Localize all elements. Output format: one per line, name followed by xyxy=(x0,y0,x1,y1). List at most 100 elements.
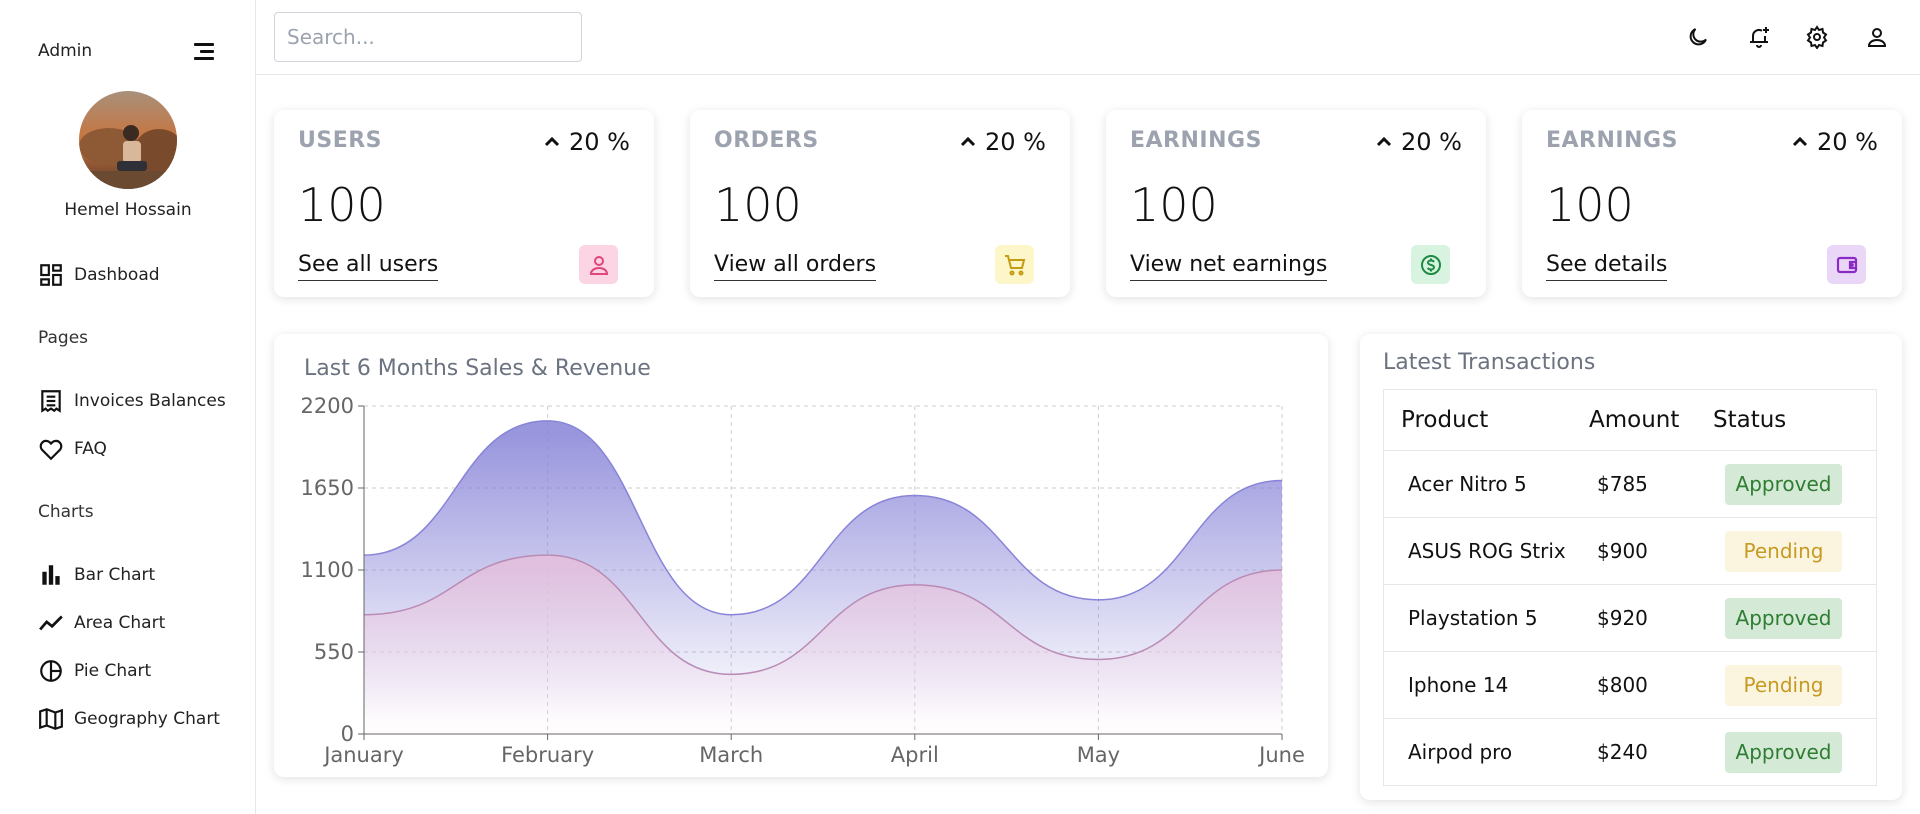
sidebar-item-faq[interactable]: FAQ xyxy=(38,436,107,462)
widget-icon xyxy=(1411,245,1450,284)
widget-link[interactable]: View all orders xyxy=(714,252,877,281)
status-badge: Approved xyxy=(1725,731,1842,773)
cell-amount: $800 xyxy=(1597,673,1648,697)
status-badge: Approved xyxy=(1725,463,1842,505)
avatar[interactable] xyxy=(79,91,177,189)
x-tick-label: March xyxy=(699,743,763,767)
widget-value: 100 xyxy=(298,178,386,232)
transactions-title: Latest Transactions xyxy=(1383,350,1596,375)
widget-link[interactable]: View net earnings xyxy=(1130,252,1328,281)
widget-icon xyxy=(579,245,618,284)
cell-product: Iphone 14 xyxy=(1408,673,1509,697)
widget-link[interactable]: See details xyxy=(1546,252,1668,281)
sidebar-item-geography-chart[interactable]: Geography Chart xyxy=(38,706,220,732)
moon-icon[interactable] xyxy=(1686,25,1710,49)
wallet-icon xyxy=(1836,256,1857,273)
sidebar-item-label: Area Chart xyxy=(74,613,166,633)
table-row[interactable]: Acer Nitro 5 $785 Approved xyxy=(1384,450,1876,517)
invoice-icon xyxy=(41,390,61,413)
sales-revenue-chart-card: Last 6 Months Sales & Revenue 0 550 1100 16… xyxy=(274,334,1328,777)
x-tick-label: June xyxy=(1257,743,1305,767)
sidebar-item-label: Bar Chart xyxy=(74,565,156,585)
sidebar: Admin Hemel Hossain xyxy=(0,0,256,814)
widget-link[interactable]: See all users xyxy=(298,252,439,281)
widget-icon xyxy=(995,245,1034,284)
dollar-icon xyxy=(1420,254,1441,275)
widget-percent: 20 % xyxy=(543,128,630,156)
cart-icon xyxy=(1004,254,1025,275)
column-header-status: Status xyxy=(1713,407,1787,433)
y-tick-label: 1100 xyxy=(301,558,354,582)
cell-product: Acer Nitro 5 xyxy=(1408,472,1527,496)
cell-product: Airpod pro xyxy=(1408,740,1513,764)
widget-title: EARNINGS xyxy=(1546,128,1678,153)
gear-icon[interactable] xyxy=(1805,25,1829,49)
cell-product: ASUS ROG Strix xyxy=(1408,539,1566,563)
y-tick-label: 1650 xyxy=(301,476,354,500)
x-tick-label: May xyxy=(1077,743,1120,767)
y-tick-label: 2200 xyxy=(301,394,354,418)
cell-product: Playstation 5 xyxy=(1408,606,1538,630)
transactions-table: Product Amount Status Acer Nitro 5 $785 … xyxy=(1383,389,1877,786)
widget-percent: 20 % xyxy=(1375,128,1462,156)
widget-orders: ORDERS 20 % 100 View all orders xyxy=(690,110,1070,297)
user-icon[interactable] xyxy=(1865,25,1889,49)
bar-chart-icon xyxy=(42,565,60,585)
widget-percent-value: 20 % xyxy=(1401,128,1462,156)
area-chart: 0 550 1100 1650 2200 January February March Apri… xyxy=(301,394,1305,767)
pie-chart-icon xyxy=(40,660,62,682)
widget-percent: 20 % xyxy=(959,128,1046,156)
sidebar-item-dashboard[interactable]: Dashboad xyxy=(38,262,160,288)
cell-amount: $785 xyxy=(1597,472,1648,496)
cell-amount: $240 xyxy=(1597,740,1648,764)
widget-icon xyxy=(1827,245,1866,284)
table-row[interactable]: ASUS ROG Strix $900 Pending xyxy=(1384,517,1876,584)
sidebar-item-label: Geography Chart xyxy=(74,709,220,729)
chart-title: Last 6 Months Sales & Revenue xyxy=(304,356,651,381)
widget-title: USERS xyxy=(298,128,383,153)
heart-icon xyxy=(39,439,63,461)
menu-icon[interactable] xyxy=(192,40,218,62)
y-tick-label: 550 xyxy=(314,640,354,664)
chevron-up-icon xyxy=(1376,136,1392,147)
status-badge: Pending xyxy=(1725,664,1842,706)
table-row[interactable]: Playstation 5 $920 Approved xyxy=(1384,584,1876,651)
user-name: Hemel Hossain xyxy=(64,200,192,220)
widget-percent-value: 20 % xyxy=(985,128,1046,156)
widget-value: 100 xyxy=(1546,178,1634,232)
sidebar-item-invoices[interactable]: Invoices Balances xyxy=(38,388,226,414)
latest-transactions-card: Latest Transactions Product Amount Statu… xyxy=(1360,334,1902,800)
sidebar-brand: Admin xyxy=(38,41,93,61)
topbar xyxy=(256,0,1920,75)
widget-earnings: EARNINGS 20 % 100 View net earnings xyxy=(1106,110,1486,297)
chevron-up-icon xyxy=(1792,136,1808,147)
x-tick-label: April xyxy=(891,743,939,767)
x-tick-label: January xyxy=(322,743,404,767)
table-row[interactable]: Airpod pro $240 Approved xyxy=(1384,718,1876,785)
x-tick-label: February xyxy=(501,743,594,767)
sidebar-item-label: Dashboad xyxy=(74,265,160,285)
column-header-amount: Amount xyxy=(1589,407,1680,433)
sidebar-item-bar-chart[interactable]: Bar Chart xyxy=(38,562,155,588)
search-input[interactable] xyxy=(274,12,582,62)
y-tick-label: 0 xyxy=(341,722,354,746)
sidebar-section-pages: Pages xyxy=(38,328,89,348)
sidebar-section-charts: Charts xyxy=(38,502,94,522)
sidebar-item-label: Pie Chart xyxy=(74,661,152,681)
notification-add-icon[interactable] xyxy=(1747,25,1771,49)
line-chart-icon xyxy=(39,615,63,631)
chevron-up-icon xyxy=(544,136,560,147)
sidebar-item-pie-chart[interactable]: Pie Chart xyxy=(38,658,151,684)
table-row[interactable]: Iphone 14 $800 Pending xyxy=(1384,651,1876,718)
widget-title: EARNINGS xyxy=(1130,128,1262,153)
widget-percent-value: 20 % xyxy=(1817,128,1878,156)
sidebar-item-area-chart[interactable]: Area Chart xyxy=(38,610,165,636)
status-badge: Pending xyxy=(1725,530,1842,572)
widget-value: 100 xyxy=(1130,178,1218,232)
chevron-up-icon xyxy=(960,136,976,147)
sidebar-header: Admin xyxy=(38,40,218,62)
series-secondary-area xyxy=(364,555,1282,734)
series-secondary-line xyxy=(363,554,1283,676)
widget-value: 100 xyxy=(714,178,802,232)
user-icon xyxy=(589,255,608,275)
